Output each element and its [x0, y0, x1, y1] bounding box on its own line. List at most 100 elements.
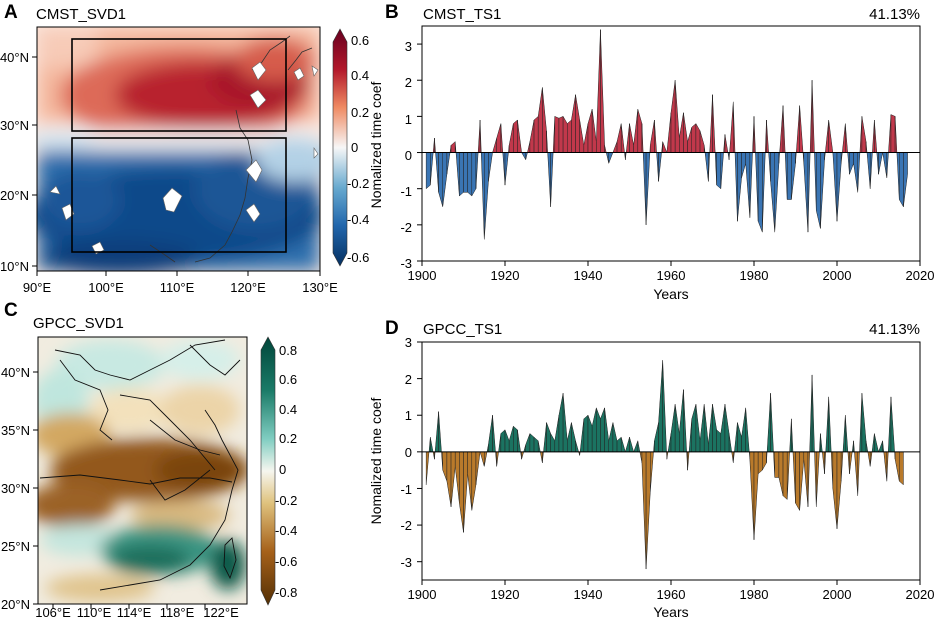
area-segment: [496, 123, 502, 153]
area-segment: [853, 440, 855, 453]
area-segment: [878, 152, 883, 175]
b-xtick: 1940: [574, 268, 603, 283]
area-segment: [716, 152, 722, 189]
a-cbar-tick: -0.4: [347, 212, 369, 227]
area-segment: [766, 119, 769, 153]
area-segment: [824, 152, 826, 161]
area-segment: [762, 451, 767, 471]
area-segment: [894, 451, 900, 482]
area-segment: [587, 414, 593, 453]
area-segment: [809, 374, 813, 453]
area-segment: [533, 436, 539, 453]
area-segment: [587, 108, 593, 153]
area-segment: [498, 433, 502, 453]
d-ytick: 0: [405, 445, 412, 460]
d-ytick: -2: [400, 518, 412, 533]
c-xtick: 118°E: [160, 605, 195, 620]
area-segment: [857, 152, 861, 193]
area-segment: [728, 152, 730, 161]
area-segment: [459, 152, 464, 197]
area-segment: [550, 433, 556, 453]
area-segment: [782, 105, 786, 153]
area-segment: [878, 440, 883, 453]
area-segment: [479, 451, 485, 467]
d-xtick: 1920: [491, 587, 520, 602]
area-segment: [861, 116, 867, 153]
c-cbar-tick: -0.2: [275, 493, 297, 508]
area-segment: [869, 152, 873, 189]
area-segment: [741, 152, 746, 179]
area-segment: [836, 451, 842, 529]
d-ytick: 3: [405, 335, 412, 350]
area-segment: [642, 152, 647, 226]
area-segment: [734, 422, 738, 453]
area-segment: [591, 407, 597, 453]
area-segment: [865, 440, 869, 453]
area-segment: [500, 123, 504, 153]
area-segment: [825, 119, 829, 153]
area-segment: [691, 123, 697, 153]
area-segment: [695, 123, 701, 153]
area-segment: [604, 407, 609, 453]
area-segment: [658, 152, 662, 182]
area-segment: [666, 451, 669, 460]
area-segment: [608, 152, 614, 164]
area-segment: [504, 429, 510, 453]
area-segment: [542, 87, 547, 153]
area-segment: [513, 119, 518, 153]
area-segment: [840, 152, 843, 164]
area-segment: [606, 152, 609, 164]
a-cbar-tick: -0.2: [347, 176, 369, 191]
area-segment: [475, 451, 481, 486]
area-segment: [874, 119, 878, 153]
a-cbar-tick: -0.6: [347, 250, 369, 265]
area-segment: [872, 119, 875, 153]
area-segment: [629, 436, 634, 453]
area-segment: [554, 116, 560, 153]
area-segment: [438, 411, 442, 453]
area-segment: [558, 393, 564, 453]
colorbar-c: [260, 336, 276, 606]
area-segment: [799, 105, 804, 153]
area-segment: [699, 404, 705, 453]
area-segment: [782, 451, 788, 500]
area-segment: [484, 451, 488, 467]
area-segment: [816, 152, 821, 229]
area-segment: [753, 451, 759, 540]
area-segment: [733, 101, 736, 153]
b-ytick: -1: [400, 184, 412, 199]
d-xtick: 1940: [574, 587, 603, 602]
a-xtick: 110°E: [160, 280, 195, 295]
area-segment: [670, 79, 676, 153]
area-segment: [662, 141, 668, 153]
d-xtick: 1900: [408, 587, 437, 602]
area-segment: [820, 152, 825, 229]
area-segment: [496, 451, 499, 467]
map-a-field: [37, 27, 320, 271]
map-c-field: [38, 337, 247, 604]
area-segment: [796, 105, 800, 153]
area-segment: [737, 152, 742, 222]
area-segment: [641, 123, 644, 153]
b-ytick: -3: [400, 256, 412, 271]
area-segment: [608, 422, 614, 453]
area-segment: [734, 152, 738, 222]
area-segment: [571, 94, 576, 153]
area-segment: [650, 451, 654, 493]
area-segment: [845, 123, 848, 153]
b-ytick: 2: [405, 75, 412, 90]
area-segment: [741, 407, 746, 453]
area-segment: [861, 393, 867, 453]
area-segment: [795, 451, 800, 511]
area-segment: [849, 451, 853, 475]
b-ytick: -2: [400, 220, 412, 235]
area-segment: [633, 440, 639, 453]
area-segment: [517, 429, 521, 453]
area-segment: [670, 404, 676, 453]
area-segment: [699, 130, 705, 153]
area-chart-b: [422, 29, 920, 240]
a-xtick: 130°E: [302, 280, 338, 295]
area-segment: [625, 123, 630, 153]
area-segment: [779, 105, 784, 153]
